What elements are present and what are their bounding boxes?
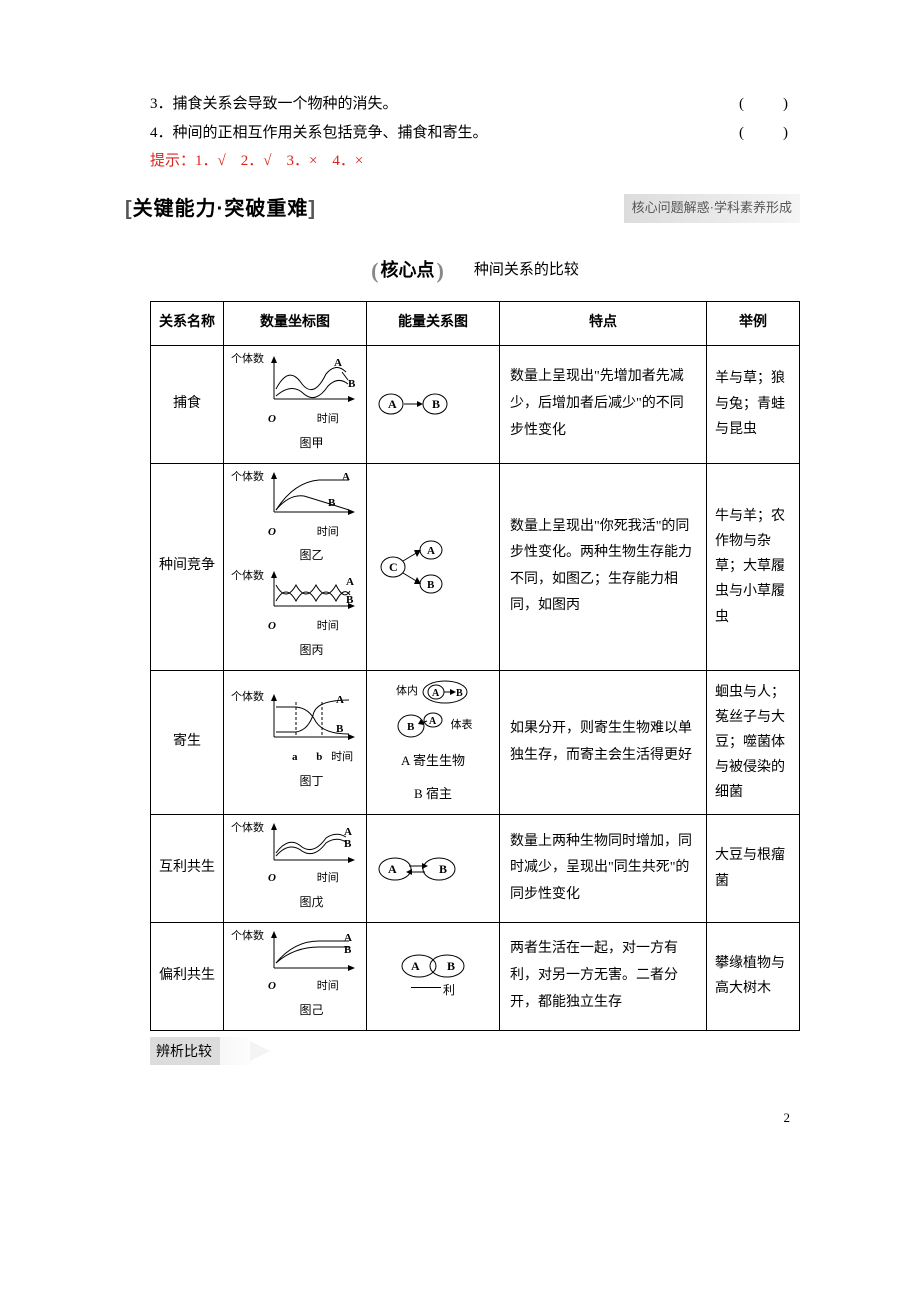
svg-text:B: B: [447, 959, 455, 973]
svg-text:A: A: [346, 576, 354, 588]
svg-text:B: B: [346, 594, 354, 606]
cell-example: 羊与草；狼与兔；青蛙与昆虫: [707, 345, 800, 463]
cell-example: 牛与羊；农作物与杂草；大草履虫与小草履虫: [707, 463, 800, 670]
svg-text:B: B: [328, 497, 336, 509]
exercise-4: 4．种间的正相互作用关系包括竞争、捕食和寄生。 ( ): [150, 119, 800, 148]
svg-text:B: B: [336, 723, 344, 735]
section-subtitle: 核心问题解惑·学科素养形成: [624, 194, 800, 223]
cell-energy: A B: [367, 815, 500, 923]
core-badge: (核心点): [371, 250, 444, 292]
svg-text:A: A: [388, 862, 397, 876]
th-graph: 数量坐标图: [224, 302, 367, 346]
cell-graph: 个体数 A: [224, 345, 367, 463]
parasitism-energy-a-icon: A B: [420, 679, 470, 705]
comparison-table: 关系名称 数量坐标图 能量关系图 特点 举例 捕食 个体数: [150, 301, 800, 1030]
table-header-row: 关系名称 数量坐标图 能量关系图 特点 举例: [151, 302, 800, 346]
cell-energy: A B: [367, 345, 500, 463]
cell-feature: 两者生活在一起，对一方有利，对另一方无害。二者分开，都能独立生存: [500, 923, 707, 1031]
competition-energy-icon: C A B: [373, 539, 453, 594]
exercise-4-paren: ( ): [739, 119, 800, 148]
cell-name: 偏利共生: [151, 923, 224, 1031]
cell-feature: 数量上呈现出"你死我活"的同步性变化。两种生物生存能力不同，如图乙；生存能力相同…: [500, 463, 707, 670]
table-row: 偏利共生 个体数: [151, 923, 800, 1031]
th-feature: 特点: [500, 302, 707, 346]
y-axis-label: 个体数: [231, 354, 264, 366]
cell-name: 种间竞争: [151, 463, 224, 670]
svg-text:A: A: [344, 826, 352, 838]
svg-text:A: A: [429, 716, 437, 727]
table-row: 种间竞争 个体数: [151, 463, 800, 670]
predation-energy-icon: A B: [373, 389, 453, 419]
svg-text:A: A: [342, 472, 350, 483]
svg-text:A: A: [427, 545, 435, 557]
core-label: 种间关系的比较: [474, 256, 579, 285]
exercise-3: 3．捕食关系会导致一个物种的消失。 ( ): [150, 90, 800, 119]
cell-example: 攀缘植物与高大树木: [707, 923, 800, 1031]
section-header: [关键能力·突破重难] 核心问题解惑·学科素养形成: [125, 190, 800, 228]
exercise-hint: 提示：1．√ 2．√ 3．× 4．×: [150, 147, 800, 176]
svg-text:B: B: [348, 378, 356, 390]
parasitism-chart-icon: A B: [264, 692, 359, 747]
analysis-label: 辨析比较: [150, 1037, 250, 1066]
svg-text:A: A: [336, 694, 344, 706]
exercise-4-text: 4．种间的正相互作用关系包括竞争、捕食和寄生。: [150, 119, 739, 148]
cell-graph: 个体数 A B: [224, 815, 367, 923]
cell-feature: 数量上呈现出"先增加者先减少，后增加者后减少"的不同步性变化: [500, 345, 707, 463]
cell-name: 捕食: [151, 345, 224, 463]
parasitism-energy-b-icon: B A: [394, 711, 449, 741]
predation-chart-icon: A B: [264, 354, 359, 409]
svg-text:B: B: [439, 862, 447, 876]
cell-feature: 数量上两种生物同时增加，同时减少，呈现出"同生共死"的同步性变化: [500, 815, 707, 923]
competition-chart-b-icon: A B: [264, 571, 359, 616]
exercise-3-text: 3．捕食关系会导致一个物种的消失。: [150, 90, 739, 119]
svg-text:B: B: [344, 944, 352, 956]
svg-text:B: B: [432, 397, 440, 411]
th-example: 举例: [707, 302, 800, 346]
svg-text:B: B: [456, 688, 463, 699]
svg-text:B: B: [344, 838, 352, 850]
table-row: 寄生 个体数: [151, 670, 800, 814]
cell-example: 蛔虫与人；菟丝子与大豆；噬菌体与被侵染的细菌: [707, 670, 800, 814]
commensalism-chart-icon: A B: [264, 931, 359, 976]
table-row: 捕食 个体数: [151, 345, 800, 463]
cell-graph: 个体数 A B: [224, 463, 367, 670]
svg-text:B: B: [407, 721, 415, 733]
cell-energy: A B 利: [367, 923, 500, 1031]
cell-graph: 个体数 A B: [224, 923, 367, 1031]
th-name: 关系名称: [151, 302, 224, 346]
cell-energy: C A B: [367, 463, 500, 670]
svg-text:A: A: [432, 688, 440, 699]
cell-energy: 体内 A B: [367, 670, 500, 814]
table-row: 互利共生 个体数: [151, 815, 800, 923]
exercise-3-paren: ( ): [739, 90, 800, 119]
cell-feature: 如果分开，则寄生生物难以单独生存，而寄主会生活得更好: [500, 670, 707, 814]
page: 3．捕食关系会导致一个物种的消失。 ( ) 4．种间的正相互作用关系包括竞争、捕…: [0, 0, 920, 1171]
commensalism-energy-icon: A B: [393, 951, 473, 981]
cell-name: 互利共生: [151, 815, 224, 923]
mutualism-energy-icon: A B: [373, 854, 463, 884]
cell-graph: 个体数: [224, 670, 367, 814]
page-number: 2: [150, 1106, 800, 1131]
section-title: [关键能力·突破重难]: [125, 190, 316, 228]
svg-text:A: A: [388, 397, 397, 411]
core-point-row: (核心点) 种间关系的比较: [150, 250, 800, 292]
cell-name: 寄生: [151, 670, 224, 814]
competition-chart-a-icon: A B: [264, 472, 359, 522]
svg-text:A: A: [334, 357, 342, 369]
svg-text:A: A: [411, 959, 420, 973]
th-energy: 能量关系图: [367, 302, 500, 346]
cell-example: 大豆与根瘤菌: [707, 815, 800, 923]
svg-text:C: C: [389, 560, 398, 574]
mutualism-chart-icon: A B: [264, 823, 359, 868]
svg-text:A: A: [344, 932, 352, 944]
svg-text:B: B: [427, 579, 435, 591]
